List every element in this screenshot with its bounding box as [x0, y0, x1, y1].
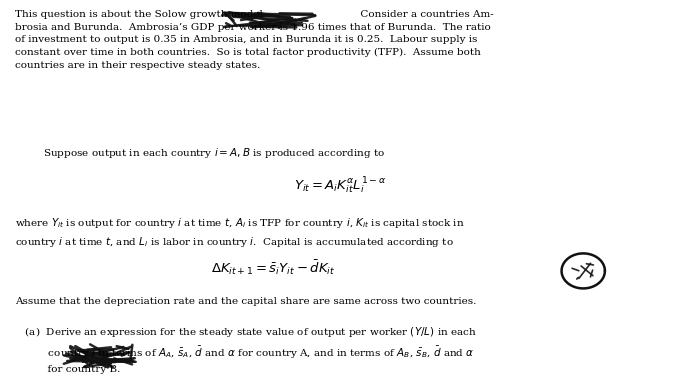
Text: (a)  Derive an expression for the steady state value of output per worker $(Y/L): (a) Derive an expression for the steady … — [15, 325, 477, 374]
Text: This question is about the Solow growth model                              Consi: This question is about the Solow growth … — [15, 11, 494, 70]
Text: where $Y_{it}$ is output for country $i$ at time $t$, $A_i$ is TFP for country $: where $Y_{it}$ is output for country $i$… — [15, 216, 464, 249]
Text: Assume that the depreciation rate and the capital share are same across two coun: Assume that the depreciation rate and th… — [15, 297, 476, 306]
Text: $Y_{it} = A_i K_{it}^{\alpha} L_i^{1-\alpha}$: $Y_{it} = A_i K_{it}^{\alpha} L_i^{1-\al… — [294, 176, 386, 196]
Text: Suppose output in each country $i = A, B$ is produced according to: Suppose output in each country $i = A, B… — [44, 146, 386, 160]
Text: $\Delta K_{it+1} = \bar{s}_i Y_{it} - \bar{d} K_{it}$: $\Delta K_{it+1} = \bar{s}_i Y_{it} - \b… — [211, 258, 335, 277]
